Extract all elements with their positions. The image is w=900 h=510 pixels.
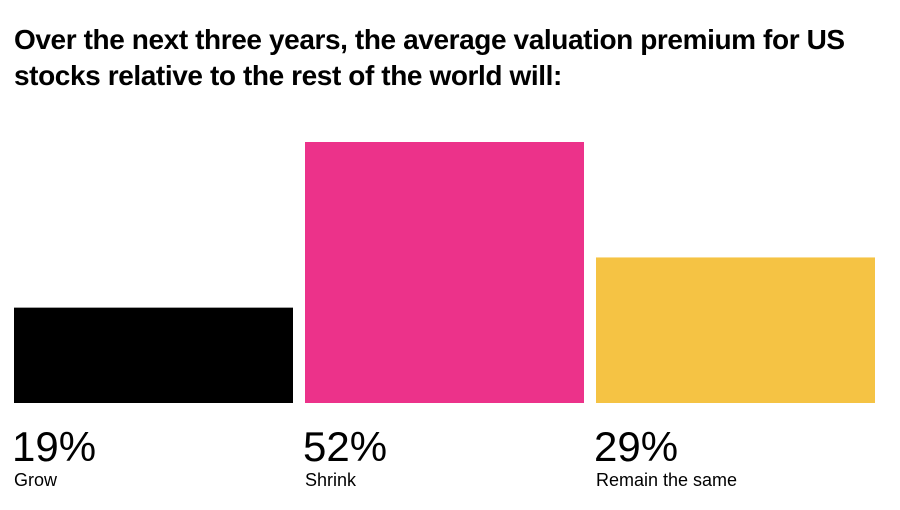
bar-shrink bbox=[305, 142, 584, 403]
category-label-grow: Grow bbox=[14, 470, 58, 490]
bar-remain-the-same bbox=[596, 257, 875, 403]
value-label-grow: 19% bbox=[12, 423, 96, 470]
value-label-remain-the-same: 29% bbox=[594, 423, 678, 470]
value-label-shrink: 52% bbox=[303, 423, 387, 470]
labels-group: 19%Grow 52%Shrink 29%Remain the same bbox=[12, 423, 737, 490]
category-label-shrink: Shrink bbox=[305, 470, 357, 490]
bars-group bbox=[14, 142, 875, 403]
bar-grow bbox=[14, 307, 293, 403]
chart-title: Over the next three years, the average v… bbox=[14, 24, 845, 91]
category-label-remain-the-same: Remain the same bbox=[596, 470, 737, 490]
